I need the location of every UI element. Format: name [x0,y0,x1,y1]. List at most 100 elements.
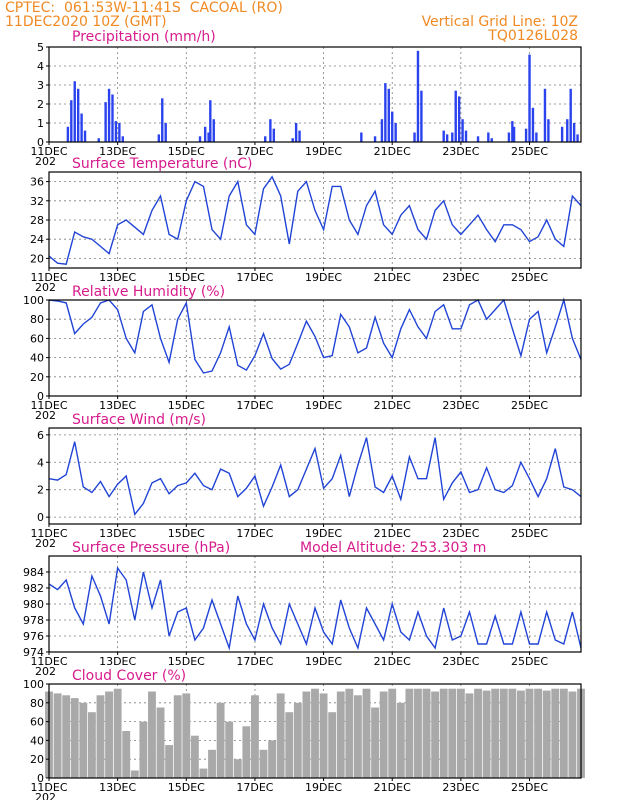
x-tick-label: 21DEC [374,655,411,668]
cloud-bar [62,695,71,778]
precip-bar [413,132,416,142]
cloud-bar [482,690,491,778]
precip-bar [207,132,210,142]
precip-bar [454,90,457,142]
y-tick-label: 3 [37,79,44,92]
precip-bar [157,134,161,142]
panel-title: Relative Humidity (%) [72,284,225,300]
precip-bar [512,126,516,142]
cloud-bar [431,691,440,778]
panel-frame [48,427,582,525]
panel-title: Cloud Cover (%) [72,668,186,684]
precip-bar [566,119,569,142]
cloud-bar [396,702,405,778]
precip-bar [391,111,394,142]
precip-bar [70,100,73,142]
precip-bar [464,130,468,142]
cloud-bar [182,693,191,778]
precip-bar [528,54,531,142]
panel-title: Surface Pressure (hPa) [72,540,230,556]
y-tick-label: 984 [23,566,44,579]
cloud-bar [276,693,285,778]
cloud-bar [388,688,397,778]
series-line [48,566,582,651]
cloud-bar [568,691,577,778]
x-tick-label: 11DEC [30,399,67,412]
cloud-bar [225,721,234,778]
y-tick-label: 982 [23,582,44,595]
cloud-bar [130,770,139,778]
precip-bar [560,126,564,142]
y-tick-label: 28 [30,214,44,227]
x-tick-label: 17DEC [236,145,273,158]
precip-bar [524,128,528,142]
x-tick-label: 15DEC [168,655,205,668]
y-tick-label: 0 [37,390,44,403]
cloud-bar [70,698,79,778]
header-station: CPTEC: 061:53W-11:41S CACOAL (RO) [5,0,283,16]
precip-bar [576,134,579,142]
cloud-bar [336,691,345,778]
cloud-bar [259,749,268,778]
precip-bar [111,94,114,142]
y-tick-label: 32 [30,195,44,208]
precip-bar [535,132,538,142]
precip-bar [294,123,298,142]
precip-bar [487,132,490,142]
cloud-bar [105,691,113,778]
precip-bar [572,123,576,142]
cloud-bar [499,688,508,778]
x-tick-label: 13DEC [99,271,136,284]
cloud-bar [551,688,560,778]
precip-bar [80,113,83,142]
y-tick-label: 60 [30,332,44,345]
cloud-bar [311,688,319,778]
y-tick-label: 20 [30,371,44,384]
y-tick-label: 40 [30,734,44,747]
x-tick-label: 13DEC [99,527,136,540]
cloud-bar [345,688,354,778]
y-tick-label: 2 [37,484,44,497]
header-code: TQ0126L028 [488,28,578,44]
cloud-bar [190,735,199,778]
cloud-bar [379,691,388,778]
y-tick-label: 24 [30,233,44,246]
panel-title: Surface Wind (m/s) [72,412,206,428]
x-tick-label: 19DEC [305,145,342,158]
cloud-bar [508,688,517,778]
x-tick-label: 21DEC [374,399,411,412]
cloud-bar [87,712,96,778]
cloud-bar [422,688,431,778]
x-tick-label: 11DEC [30,527,67,540]
precip-bar [461,119,464,142]
x-tick-label: 25DEC [511,271,548,284]
precip-bar [416,50,420,142]
y-tick-label: 100 [23,294,44,307]
x-tick-label: 23DEC [442,399,479,412]
x-tick-label: 11DEC [30,271,67,284]
y-tick-label: 5 [37,41,44,54]
x-tick-label: 19DEC [305,655,342,668]
cloud-bar [122,731,131,778]
precip-bar [104,102,107,142]
cloud-bar [328,712,337,778]
x-year-label: 202 [35,409,56,422]
cloud-bar [491,688,500,778]
precip-bar [490,138,493,142]
x-tick-label: 25DEC [511,399,548,412]
y-tick-label: 0 [37,136,44,149]
y-tick-label: 1 [37,117,44,130]
x-tick-label: 19DEC [305,271,342,284]
cloud-bar [139,721,148,778]
cloud-bar [559,688,568,778]
series-line [48,297,582,374]
x-tick-label: 17DEC [236,655,273,668]
x-tick-label: 13DEC [99,781,136,794]
cloud-bar [525,688,534,778]
cloud-bar [319,693,328,778]
precip-bar [291,138,294,142]
x-tick-label: 17DEC [236,271,273,284]
x-tick-label: 13DEC [99,399,136,412]
cloud-bar [242,726,251,778]
precip-bar [118,123,121,142]
